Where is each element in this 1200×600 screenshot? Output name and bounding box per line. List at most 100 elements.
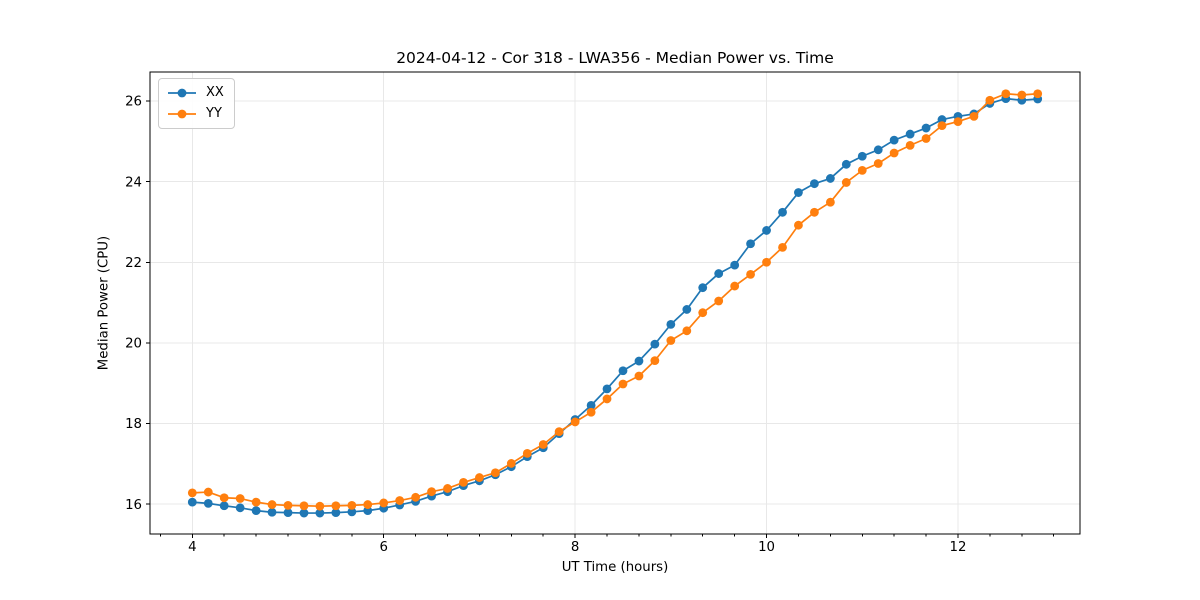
data-point [650, 339, 660, 349]
data-point [794, 188, 803, 197]
data-point [267, 507, 277, 517]
svg-text:12: 12 [950, 540, 967, 555]
data-point [1017, 90, 1027, 100]
legend-label: XX [206, 85, 224, 100]
data-point [363, 500, 373, 509]
data-point [363, 506, 373, 516]
svg-text:22: 22 [125, 256, 142, 271]
data-point [1033, 89, 1043, 99]
data-point [746, 239, 755, 249]
data-point [570, 417, 580, 427]
data-point [810, 179, 819, 189]
data-point [219, 501, 229, 511]
data-point [810, 207, 819, 217]
data-point [251, 506, 261, 516]
data-point [921, 134, 931, 143]
data-point [203, 498, 213, 508]
data-point [937, 121, 947, 131]
data-point [331, 508, 341, 518]
data-point [921, 123, 931, 133]
data-point [459, 478, 468, 487]
data-point [283, 508, 293, 518]
data-point [634, 356, 644, 366]
y-axis-label: Median Power (CPU) [96, 235, 112, 371]
data-point [1001, 89, 1011, 99]
data-point [778, 207, 787, 217]
data-point [762, 257, 771, 267]
data-point [698, 308, 708, 318]
svg-text:6: 6 [379, 540, 387, 555]
data-point [347, 500, 357, 510]
data-point [187, 488, 197, 498]
svg-text:16: 16 [125, 498, 142, 513]
data-point [602, 384, 612, 394]
data-point [825, 197, 835, 207]
data-point [299, 508, 309, 518]
data-point [379, 498, 389, 508]
data-point [714, 296, 724, 306]
data-point [235, 503, 245, 513]
data-point [522, 448, 532, 458]
data-point [219, 493, 229, 503]
data-point [506, 459, 516, 468]
data-point [841, 178, 851, 187]
data-point [857, 151, 867, 161]
data-point [682, 305, 692, 314]
data-point [251, 497, 261, 507]
data-point [235, 494, 245, 503]
data-point [203, 487, 213, 497]
data-point [985, 95, 995, 105]
svg-text:4: 4 [188, 540, 196, 555]
legend-item-xx: XX [167, 85, 224, 101]
data-point [267, 500, 277, 509]
data-point [586, 407, 596, 417]
svg-text:24: 24 [125, 175, 142, 190]
data-point [299, 501, 309, 511]
data-point [746, 269, 755, 279]
data-point [905, 129, 915, 139]
data-point [618, 379, 628, 389]
legend-line-marker-icon [168, 109, 196, 119]
data-point [634, 371, 644, 381]
data-point [841, 159, 851, 169]
data-point [953, 117, 963, 126]
data-point [443, 484, 452, 493]
chart-title: 2024-04-12 - Cor 318 - LWA356 - Median P… [396, 49, 834, 67]
data-point [187, 497, 197, 507]
data-point [586, 401, 596, 410]
svg-text:8: 8 [571, 540, 579, 555]
data-point [969, 111, 979, 121]
legend-line-marker-icon [168, 88, 196, 98]
data-point [889, 148, 899, 158]
data-point [778, 242, 787, 252]
series-line-yy [192, 92, 1038, 508]
legend-item-yy: YY [167, 106, 224, 122]
data-point [475, 473, 484, 482]
data-point [315, 501, 325, 511]
data-point [618, 366, 628, 376]
x-axis-label: UT Time (hours) [561, 560, 669, 575]
data-point [698, 283, 708, 293]
data-point [554, 427, 564, 436]
data-point [873, 145, 883, 155]
data-point [730, 281, 740, 291]
data-point [283, 500, 293, 510]
data-point [889, 135, 899, 145]
data-point [427, 487, 436, 497]
data-point [857, 165, 867, 175]
series-line-xx [192, 97, 1038, 514]
data-point [395, 496, 405, 505]
data-point [602, 394, 612, 404]
data-point [347, 507, 357, 517]
data-point [825, 174, 835, 183]
svg-text:26: 26 [125, 95, 142, 110]
data-point [666, 336, 676, 345]
legend: XX YY [158, 78, 235, 129]
data-point [714, 269, 724, 278]
data-point [538, 440, 548, 449]
data-point [937, 115, 947, 124]
svg-text:10: 10 [758, 540, 775, 555]
data-point [873, 159, 883, 168]
